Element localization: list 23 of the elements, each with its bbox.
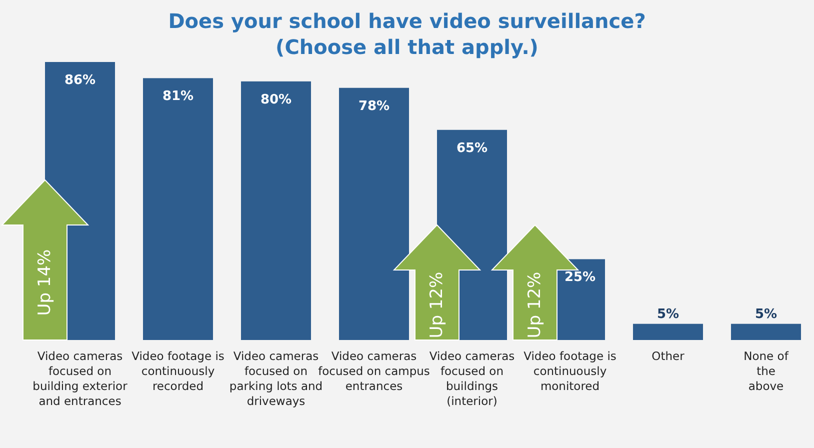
bar [633, 324, 703, 340]
bar [241, 81, 311, 340]
data-label: 65% [456, 140, 488, 156]
x-tick-label: None of the above [744, 349, 790, 393]
x-tick-label: Video cameras focused on building exterior and entrances [32, 349, 128, 408]
annotation: Up 14% [35, 249, 55, 316]
data-label: 78% [358, 98, 390, 114]
data-label: 5% [656, 306, 680, 322]
data-label: 86% [64, 73, 96, 88]
x-tick-label: Other [652, 349, 685, 363]
annotation: Up 12% [427, 272, 447, 338]
chart-title: Does your school have video surveillance? (Choose all that apply.) [168, 9, 646, 59]
bar [339, 88, 409, 340]
x-tick-label: Video footage is continuously monitored [524, 349, 616, 393]
x-tick-label: Video cameras focused on buildings (interior) [429, 349, 515, 408]
bar [731, 324, 801, 340]
bar [143, 78, 213, 340]
data-label: 5% [754, 306, 778, 322]
annotation: Up 12% [525, 272, 545, 338]
data-label: 25% [564, 270, 596, 286]
data-label: 80% [260, 92, 292, 108]
x-tick-label: Video footage is continuously recorded [132, 349, 224, 393]
data-label: 81% [162, 89, 194, 104]
